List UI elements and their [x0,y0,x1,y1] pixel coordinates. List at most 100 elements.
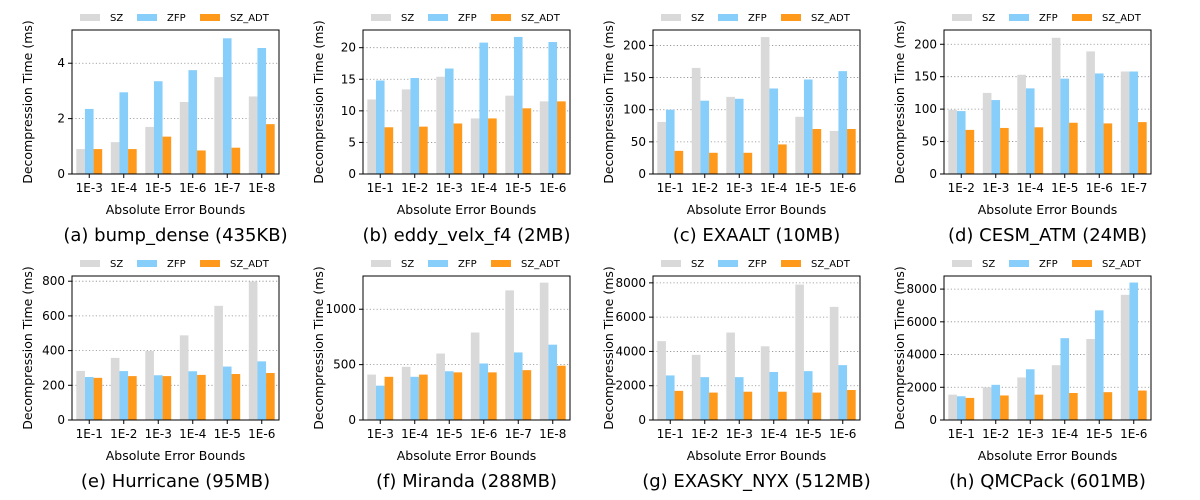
x-tick-label: 1E-4 [470,181,497,195]
x-tick-label: 1E-7 [1120,181,1147,195]
bar-zfp [84,108,94,174]
y-tick-label: 200 [914,37,937,51]
legend-label: ZFP [458,259,477,270]
bar-sz [76,370,85,420]
x-tick-label: 1E-4 [110,181,137,195]
bar-sz [505,290,514,420]
y-tick-label: 600 [42,309,65,323]
bar-sz-adt [162,136,172,174]
legend-swatch [200,14,220,21]
bar-zfp [222,38,232,174]
x-tick-label: 1E-8 [539,427,566,441]
panel-caption: (d) CESM_ATM (24MB) [948,225,1147,246]
x-tick-label: 1E-4 [1017,181,1044,195]
legend-swatch [200,260,220,267]
legend-label: ZFP [748,13,767,24]
bar-sz-adt [453,372,463,420]
bar-sz-adt [674,150,684,174]
bar-sz-adt [128,149,137,174]
x-tick-label: 1E-5 [505,181,532,195]
bar-zfp [1129,282,1139,420]
x-tick-label: 1E-5 [214,427,241,441]
bar-zfp [1094,73,1104,174]
bar-zfp [119,371,129,420]
bar-sz-adt [522,108,532,174]
chart-panel-5: 0 200 400 600 800 1E-1 1E-2 1E-3 1E-4 1E-5 1E-6Abs… [20,259,280,492]
x-tick-label: 1E-3 [76,181,103,195]
legend-swatch [491,260,511,267]
x-tick-label: 1E-3 [726,427,753,441]
y-tick-label: 5 [348,135,356,149]
bar-sz-adt [231,374,241,420]
y-tick-label: 100 [623,103,646,117]
legend-swatch [781,260,801,267]
bar-sz [829,130,839,174]
x-axis-label: Absolute Error Bounds [397,448,537,463]
legend-label: ZFP [167,13,186,24]
legend-label: ZFP [1039,13,1058,24]
bar-sz-adt [384,376,394,420]
plot-frame [652,29,861,175]
legend-label: SZ [691,259,704,270]
bar-zfp [700,377,710,420]
x-tick-label: 1E-5 [795,181,822,195]
bar-zfp [734,377,744,420]
bar-zfp [375,80,385,174]
bar-sz [1120,294,1130,420]
legend-swatch [80,14,100,21]
y-tick-label: 4000 [906,348,937,362]
y-tick-label: 8000 [906,282,937,296]
legend-swatch [1072,14,1092,21]
bar-sz [657,341,666,420]
x-tick-label: 1E-4 [760,427,787,441]
bar-zfp [665,109,675,174]
bar-zfp [84,376,94,420]
x-tick-label: 1E-4 [1051,427,1078,441]
bar-zfp [410,78,420,174]
bar-sz-adt [847,390,856,420]
bar-sz [795,116,804,174]
x-tick-label: 1E-5 [436,427,463,441]
panel-caption: (e) Hurricane (95MB) [81,471,270,492]
bar-sz-adt [162,376,172,420]
plot-frame [71,29,280,175]
bar-zfp [803,371,813,420]
y-tick-label: 0 [929,413,937,427]
legend-label: SZ_ADT [521,259,561,270]
y-tick-label: 2 [57,112,65,126]
bar-sz-adt [488,372,497,420]
x-tick-label: 1E-1 [948,427,975,441]
bar-sz-adt [231,147,241,174]
bar-sz-adt [197,150,206,174]
bar-sz-adt [419,374,428,420]
x-tick-label: 1E-3 [145,427,172,441]
bar-sz [179,335,189,420]
bar-sz-adt [709,152,718,174]
legend-swatch [718,260,738,267]
y-tick-label: 20 [341,41,356,55]
chart-panel-6: 0 500 1000 1E-3 1E-4 1E-5 1E-6 1E-7 1E-8Absolute… [311,259,571,492]
bar-zfp [1060,78,1070,174]
bar-sz-adt [1000,395,1009,420]
legend-swatch [661,14,681,21]
bar-zfp [188,70,198,174]
bar-sz-adt [743,391,753,420]
bar-sz [795,284,804,420]
x-tick-label: 1E-3 [982,181,1009,195]
legend-label: SZ [691,13,704,24]
y-axis-label: Decompression Time (ms) [20,20,35,184]
legend-label: SZ [982,259,995,270]
bar-sz [401,89,411,174]
legend-label: SZ [401,259,414,270]
chart-panel-7: 0 2000 4000 6000 8000 1E-1 1E-2 1E-3 1E-4 1E-5 1E-… [601,259,871,492]
legend-swatch [1009,14,1029,21]
legend-swatch [80,260,100,267]
bar-sz [214,77,223,174]
y-tick-label: 4 [57,56,65,70]
legend-swatch [371,260,391,267]
bar-sz-adt [743,152,753,174]
bar-sz [691,67,701,174]
x-tick-label: 1E-6 [1086,181,1113,195]
y-axis-label: Decompression Time (ms) [20,266,35,430]
y-tick-label: 150 [914,70,937,84]
